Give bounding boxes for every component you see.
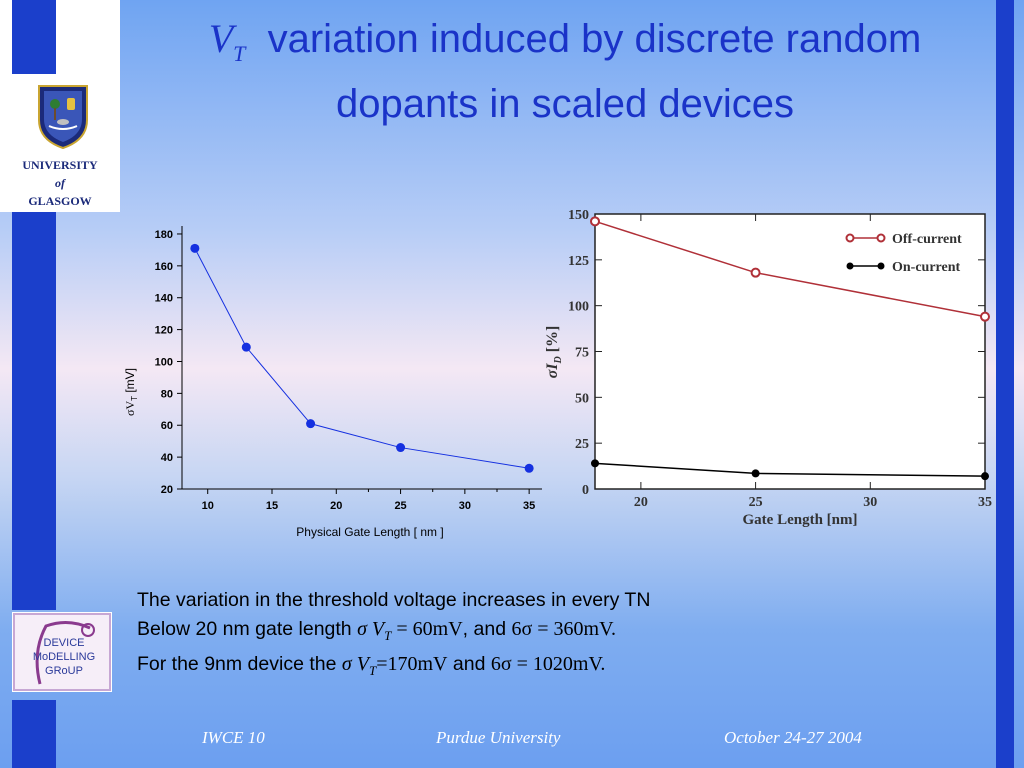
title-line-2: dopants in scaled devices bbox=[335, 82, 795, 126]
x-tick-label: 20 bbox=[634, 495, 648, 510]
drain-current-variation-chart: 0 25 50 75 100 125 150 20 25 30 35 Off-current On-c… bbox=[544, 208, 992, 528]
legend-label: On-current bbox=[892, 260, 961, 275]
off-current-data-point bbox=[980, 311, 990, 322]
y-tick-label: 40 bbox=[161, 452, 173, 464]
formula-3: σ VT=170mV bbox=[341, 653, 448, 678]
y-tick-label: 20 bbox=[161, 484, 173, 496]
legend-label: Off-current bbox=[892, 232, 962, 247]
left-accent-bar-bottom bbox=[12, 700, 56, 768]
formula-2: 6σ = 360mV bbox=[511, 618, 611, 640]
x-tick-label: 35 bbox=[978, 495, 992, 510]
university-crest-icon bbox=[38, 85, 88, 150]
university-name: UNIVERSITY of GLASGOW bbox=[4, 156, 116, 210]
title-line-1-text: variation induced by discrete random bbox=[267, 17, 922, 61]
explanation-text: The variation in the threshold voltage i… bbox=[137, 586, 857, 685]
on-current-data-point bbox=[981, 472, 989, 481]
on-current-data-point bbox=[751, 469, 760, 478]
on-current-data-point bbox=[591, 459, 599, 468]
y-tick-label: 125 bbox=[568, 254, 589, 269]
x-tick-label: 30 bbox=[459, 500, 471, 512]
vt-data-point bbox=[306, 419, 316, 429]
y-tick-label: 50 bbox=[575, 391, 589, 406]
device-modelling-group-logo: DEVICE MoDELLING GRoUP bbox=[12, 612, 112, 692]
formula-1: σ VT = 60mV bbox=[357, 618, 463, 643]
y-tick-label: 160 bbox=[155, 261, 173, 273]
title-symbol: VT bbox=[208, 16, 246, 66]
y-tick-label: 75 bbox=[575, 346, 589, 361]
x-axis-label: Gate Length [nm] bbox=[743, 512, 858, 528]
vt-series-line bbox=[194, 248, 530, 469]
slide-title: VT variation induced by discrete random … bbox=[140, 14, 990, 129]
left-accent-bar-middle bbox=[12, 212, 56, 610]
legend-marker bbox=[845, 233, 855, 243]
vt-data-point bbox=[524, 463, 534, 473]
vt-data-point bbox=[396, 443, 406, 453]
vt-data-point bbox=[190, 243, 200, 253]
y-tick-label: 100 bbox=[568, 300, 589, 315]
text-line-1: The variation in the threshold voltage i… bbox=[137, 589, 651, 611]
plot-area bbox=[595, 214, 985, 489]
off-current-data-point bbox=[590, 216, 600, 227]
x-tick-label: 10 bbox=[202, 500, 214, 512]
logo-text-3: GRoUP bbox=[45, 665, 83, 677]
x-tick-label: 30 bbox=[863, 495, 877, 510]
footer-conference: IWCE 10 bbox=[202, 728, 265, 747]
university-line-3: GLASGOW bbox=[28, 194, 92, 208]
y-tick-label: 0 bbox=[582, 483, 589, 498]
text-line-2: Below 20 nm gate length σ VT = 60mV, and… bbox=[137, 618, 616, 643]
university-line-2: of bbox=[55, 176, 65, 190]
y-tick-label: 80 bbox=[161, 388, 173, 400]
footer-venue: Purdue University bbox=[436, 728, 561, 747]
x-tick-label: 15 bbox=[266, 500, 278, 512]
y-tick-label: 25 bbox=[575, 437, 589, 452]
right-accent-bar bbox=[996, 0, 1014, 768]
y-tick-label: 120 bbox=[155, 325, 173, 337]
text-line-3: For the 9nm device the σ VT=170mV and 6σ… bbox=[137, 653, 606, 678]
left-accent-bar-top bbox=[12, 0, 56, 74]
x-tick-label: 35 bbox=[523, 500, 535, 512]
x-tick-label: 20 bbox=[330, 500, 342, 512]
legend-marker bbox=[876, 233, 886, 243]
y-tick-label: 140 bbox=[155, 293, 173, 305]
formula-4: 6σ = 1020mV bbox=[490, 653, 601, 675]
y-tick-label: 100 bbox=[155, 356, 173, 368]
x-tick-label: 25 bbox=[394, 500, 406, 512]
y-axis-label: σVT [mV] bbox=[123, 368, 139, 416]
footer-date: October 24-27 2004 bbox=[724, 728, 862, 747]
title-line-1: VT variation induced by discrete random bbox=[140, 14, 990, 79]
x-tick-label: 25 bbox=[749, 495, 763, 510]
vt-data-point bbox=[241, 342, 251, 352]
logo-text-1: DEVICE bbox=[44, 637, 85, 649]
legend-marker bbox=[877, 262, 885, 270]
vt-variation-chart: 10 15 20 25 30 35 20 40 60 80 100 120 140 160 180 Phys… bbox=[123, 226, 542, 539]
legend-marker bbox=[846, 262, 854, 270]
y-tick-label: 180 bbox=[155, 229, 173, 241]
university-line-1: UNIVERSITY bbox=[22, 158, 98, 172]
y-tick-label: 60 bbox=[161, 420, 173, 432]
y-axis-label: σID [%] bbox=[544, 326, 564, 379]
device-modelling-logo-icon: DEVICE MoDELLING GRoUP bbox=[13, 613, 111, 691]
y-tick-label: 150 bbox=[568, 208, 589, 223]
off-current-data-point bbox=[750, 267, 761, 278]
x-axis-label: Physical Gate Length [ nm ] bbox=[296, 525, 443, 539]
logo-text-2: MoDELLING bbox=[33, 651, 95, 663]
